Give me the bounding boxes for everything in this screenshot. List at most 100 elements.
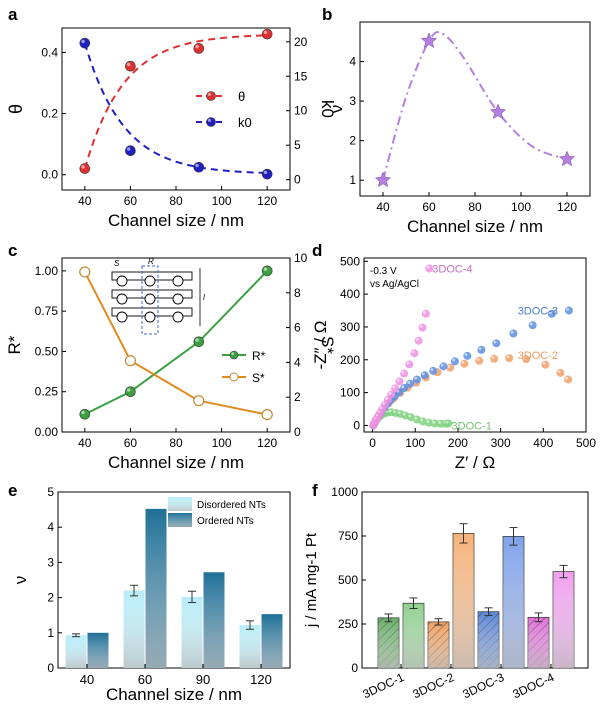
legend-swatch-shade <box>168 497 192 511</box>
data-point-3doc-4 <box>414 336 423 345</box>
panel-letter-a: a <box>8 5 18 24</box>
x-tick-label: 400 <box>533 436 553 450</box>
y-tick-label: 5 <box>47 485 54 499</box>
panel-d-chart: 0 100 200 300 400 500 0 100 200 300 400 500 Z′ / Ω -Z… <box>311 254 596 472</box>
panel-letter-d: d <box>312 241 322 260</box>
y-tick-label: 0.2 <box>41 107 58 121</box>
y-tick-label: 4 <box>349 55 356 69</box>
point-highlight <box>385 397 389 400</box>
point-highlight <box>493 340 497 344</box>
point-highlight <box>411 350 415 354</box>
point-highlight <box>423 311 427 314</box>
data-point-3doc-3 <box>528 321 537 330</box>
bar-shade <box>145 508 167 668</box>
data-point-3doc-3 <box>429 366 438 375</box>
y-tick-label: 1 <box>47 626 54 640</box>
bar-shade <box>528 617 549 668</box>
y-axis-title: θ <box>6 104 26 114</box>
y-axis-title: ν <box>327 105 346 114</box>
x-tick-label: 80 <box>169 436 183 450</box>
bar-shade <box>87 632 109 668</box>
point-highlight <box>452 358 456 362</box>
data-point-r <box>193 336 205 348</box>
y-tick-label: 1.00 <box>35 264 59 278</box>
inset-circle <box>144 275 156 287</box>
data-point-3doc-2 <box>460 359 469 368</box>
legend-marker-k0 <box>206 117 216 127</box>
point-highlight <box>529 322 533 326</box>
point-highlight <box>420 418 424 422</box>
series-label-3doc-1: 3DOC-1 <box>452 420 492 432</box>
data-point-3doc-3 <box>439 362 448 371</box>
data-point-s <box>193 395 205 407</box>
panel-letter-e: e <box>8 481 17 500</box>
series-line-nu <box>382 31 568 181</box>
y-tick-label: 0 <box>351 661 358 675</box>
point-highlight <box>415 338 419 341</box>
data-point-3doc-4 <box>395 377 404 386</box>
y2-tick-label: 20 <box>294 35 308 49</box>
y-tick-label: 0.00 <box>35 425 59 439</box>
point-highlight <box>421 372 425 376</box>
x-tick-label: 90 <box>196 672 210 687</box>
y-tick-label: 400 <box>340 287 360 301</box>
point-highlight <box>510 330 514 334</box>
x-tick-label: 80 <box>169 194 183 208</box>
point-highlight <box>402 412 406 416</box>
legend-marker-theta <box>206 91 216 101</box>
y-tick-label: 200 <box>340 353 360 367</box>
point-highlight <box>401 370 405 374</box>
data-point-nu <box>374 171 392 188</box>
bar-shade <box>239 625 261 668</box>
series-label-3doc-3: 3DOC-3 <box>518 306 558 318</box>
panel-a-chart: 40 60 80 100 120 0.0 0.2 0.4 0 5 10 15 20 Channel siz… <box>6 27 337 230</box>
inset-circle <box>172 275 184 287</box>
point-highlight <box>126 62 131 67</box>
inset-label-s: S <box>114 259 120 268</box>
point-highlight <box>461 361 465 364</box>
data-point-3doc-2 <box>490 354 499 363</box>
data-point-3doc-4 <box>410 349 419 358</box>
x-tick-label: 40 <box>78 194 92 208</box>
inset-highlight-box <box>141 265 159 335</box>
panel-f-chart: 0 250 500 750 1000 j / mA mg-1 Pt 3DOC-1 3DOC-2… <box>303 485 589 701</box>
x-tick-label: 120 <box>257 436 277 450</box>
data-point-3doc-3 <box>420 371 429 380</box>
annotation-reference: vs Ag/AgCl <box>370 279 419 290</box>
legend-label-ordered: Ordered NTs <box>197 516 254 527</box>
x-tick-label: 3DOC-2 <box>410 670 456 701</box>
data-point-3doc-2 <box>505 354 514 363</box>
data-point-r <box>261 265 273 277</box>
legend-label-s: S* <box>252 371 265 385</box>
bar-shade <box>428 621 449 668</box>
legend-label-r: R* <box>252 349 266 363</box>
panel-letter-f: f <box>312 481 318 500</box>
inset-circle <box>116 293 128 305</box>
y-tick-label: 100 <box>340 386 360 400</box>
point-highlight <box>406 361 410 365</box>
legend-marker-s <box>229 372 239 382</box>
y2-tick-label: 0 <box>294 173 301 187</box>
point-highlight <box>126 147 131 151</box>
point-highlight <box>81 410 85 415</box>
bar-shade <box>378 617 399 668</box>
inset-label-l: l <box>203 293 205 302</box>
x-axis-title: Channel size / nm <box>108 211 244 230</box>
panel-e-chart: 0 1 2 3 4 5 ν 40 60 90 120 Channel size / nm Disorde… <box>11 485 291 704</box>
data-point-3doc-4 <box>421 309 430 318</box>
y-axis-title: j / mA mg-1 Pt <box>303 532 320 628</box>
data-point-3doc-3 <box>564 306 573 315</box>
bar-shade <box>403 603 424 668</box>
y2-tick-label: 10 <box>294 104 308 118</box>
x-tick-label: 100 <box>212 194 232 208</box>
y-axis-title: -Z″ / Ω <box>311 321 330 370</box>
data-point-nu <box>489 103 507 120</box>
point-highlight <box>231 352 235 355</box>
data-point-3doc-3 <box>477 345 486 354</box>
data-point-3doc-3 <box>412 375 421 384</box>
legend-label-disordered: Disordered NTs <box>197 500 266 511</box>
y-tick-label: 2 <box>349 134 356 148</box>
panel-letter-b: b <box>322 5 332 24</box>
y2-tick-label: 15 <box>294 69 308 83</box>
